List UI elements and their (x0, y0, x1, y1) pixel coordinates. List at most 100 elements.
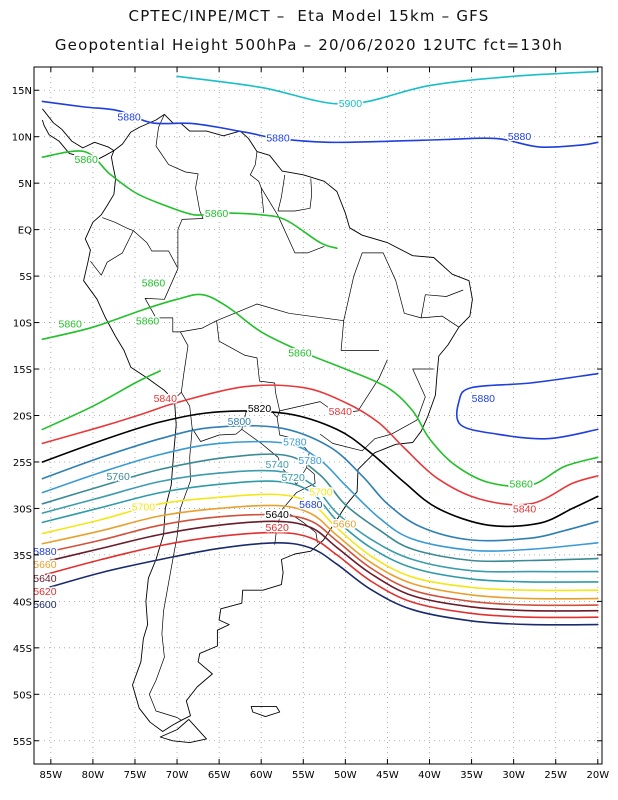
lat-label: 15N (12, 86, 32, 97)
chart-title: CPTEC/INPE/MCT – Eta Model 15km – GFS (128, 7, 490, 25)
contour-label-5780: 5780 (283, 437, 307, 449)
contour-label-5840: 5840 (329, 406, 353, 418)
contour-5860 (41, 150, 338, 249)
lon-label: 20W (586, 770, 609, 781)
contour-label-5880: 5880 (266, 133, 290, 145)
contour-label-5860: 5860 (74, 154, 98, 166)
coastlines (41, 108, 473, 744)
border-brazil-states-4 (343, 252, 460, 328)
contour-5780 (41, 440, 599, 552)
contour-5760 (41, 453, 599, 563)
border-brazil-states-3 (279, 359, 388, 414)
lat-label: 25S (13, 458, 32, 469)
contour-label-5860: 5860 (288, 347, 312, 359)
lon-label: 75W (124, 770, 147, 781)
contour-5660 (41, 513, 599, 607)
lon-label: 45W (376, 770, 399, 781)
coastline-central-america (41, 108, 115, 163)
contour-label-5840: 5840 (154, 393, 178, 405)
contour-label-5640: 5640 (266, 509, 290, 521)
contour-label-5800: 5800 (228, 416, 252, 428)
lat-label: 40S (13, 597, 32, 608)
lon-label: 80W (82, 770, 105, 781)
border-brazil-states-1 (260, 187, 325, 254)
border-bolivia-brazil (180, 320, 281, 418)
contour-label-5900: 5900 (339, 98, 363, 110)
border-colombia-south (177, 218, 204, 269)
contour-5620 (41, 531, 599, 619)
border-colombia-venezuela (155, 114, 204, 219)
lat-label: EQ (18, 226, 32, 237)
contour-5600 (41, 541, 599, 626)
lat-label: 5N (18, 179, 32, 190)
contour-label-5680: 5680 (299, 499, 323, 511)
lat-label: 50S (13, 690, 32, 701)
contour-label-5660: 5660 (333, 518, 357, 530)
border-paraguay (241, 417, 310, 485)
contour-label-5880: 5880 (117, 111, 141, 123)
lat-label: 10S (13, 319, 32, 330)
contour-label-5860: 5860 (136, 316, 160, 328)
border-uruguay-argentina (274, 510, 282, 545)
contour-5880 (455, 372, 599, 440)
border-venezuela-guyana (249, 151, 265, 213)
contour-label-5740: 5740 (266, 459, 290, 471)
contour-label-5780: 5780 (298, 455, 322, 467)
contour-5900 (176, 70, 599, 106)
border-brazil-states-2 (216, 303, 379, 351)
contour-label-5860: 5860 (59, 318, 83, 330)
contour-label-5700: 5700 (309, 487, 333, 499)
coastline-tierra-del-fuego (159, 719, 207, 744)
contour-label-5880: 5880 (508, 131, 532, 143)
contour-label-5860: 5860 (205, 208, 229, 220)
contours (41, 70, 599, 626)
lon-label: 40W (418, 770, 441, 781)
lon-label: 50W (334, 770, 357, 781)
lon-label: 85W (40, 770, 63, 781)
contour-5680 (41, 504, 599, 600)
contour-label-5820: 5820 (248, 403, 272, 415)
contour-5860 (41, 293, 599, 488)
border-peru-brazil (144, 268, 189, 400)
coastline-south-america (83, 113, 473, 732)
lat-label: 10N (12, 133, 32, 144)
lat-label: 45S (13, 644, 32, 655)
lat-label: 55S (13, 737, 32, 748)
contour-label-5880: 5880 (33, 546, 57, 558)
contour-5860 (41, 370, 161, 431)
lat-label: 30S (13, 504, 32, 515)
contour-label-5620: 5620 (33, 586, 57, 598)
lat-label: 15S (13, 365, 32, 376)
contour-5640 (41, 520, 599, 612)
contour-label-5600: 5600 (33, 599, 57, 611)
lat-label: 35S (13, 551, 32, 562)
contour-label-5840: 5840 (513, 503, 537, 515)
chart-subtitle: Geopotential Height 500hPa – 20/06/2020 … (54, 36, 564, 54)
lat-label: 5S (19, 272, 32, 283)
coastline-malvinas (250, 705, 281, 718)
contour-label-5760: 5760 (106, 471, 130, 483)
contour-5800 (41, 424, 599, 542)
contour-label-5880: 5880 (472, 393, 496, 405)
border-chile-argentina (148, 428, 193, 721)
contour-5840 (41, 384, 599, 506)
lon-label: 25W (544, 770, 567, 781)
border-brazil-states-6 (420, 289, 464, 318)
chart-title-block: CPTEC/INPE/MCT – Eta Model 15km – GFS Ge… (0, 0, 618, 62)
contour-5700 (41, 493, 599, 592)
border-ecuador-peru (90, 230, 134, 276)
contour-label-5720: 5720 (281, 472, 305, 484)
axes: 15N 10N 5N EQ 5S 10S 15S 20S 25S 30S 35S 40S 45S 50S 5… (12, 67, 609, 781)
lon-label: 35W (460, 770, 483, 781)
lon-label: 65W (208, 770, 231, 781)
graticule (34, 67, 602, 764)
lon-label: 55W (292, 770, 315, 781)
contour-5740 (41, 469, 599, 573)
lon-label: 60W (250, 770, 273, 781)
border-guianas (277, 174, 313, 212)
contour-labels: 5900 5880 5880 5880 5860 5860 5860 5860 5860 5860… (33, 97, 538, 613)
lat-label: 20S (13, 412, 32, 423)
contour-5720 (41, 480, 599, 583)
lon-label: 30W (502, 770, 525, 781)
lon-label: 70W (166, 770, 189, 781)
